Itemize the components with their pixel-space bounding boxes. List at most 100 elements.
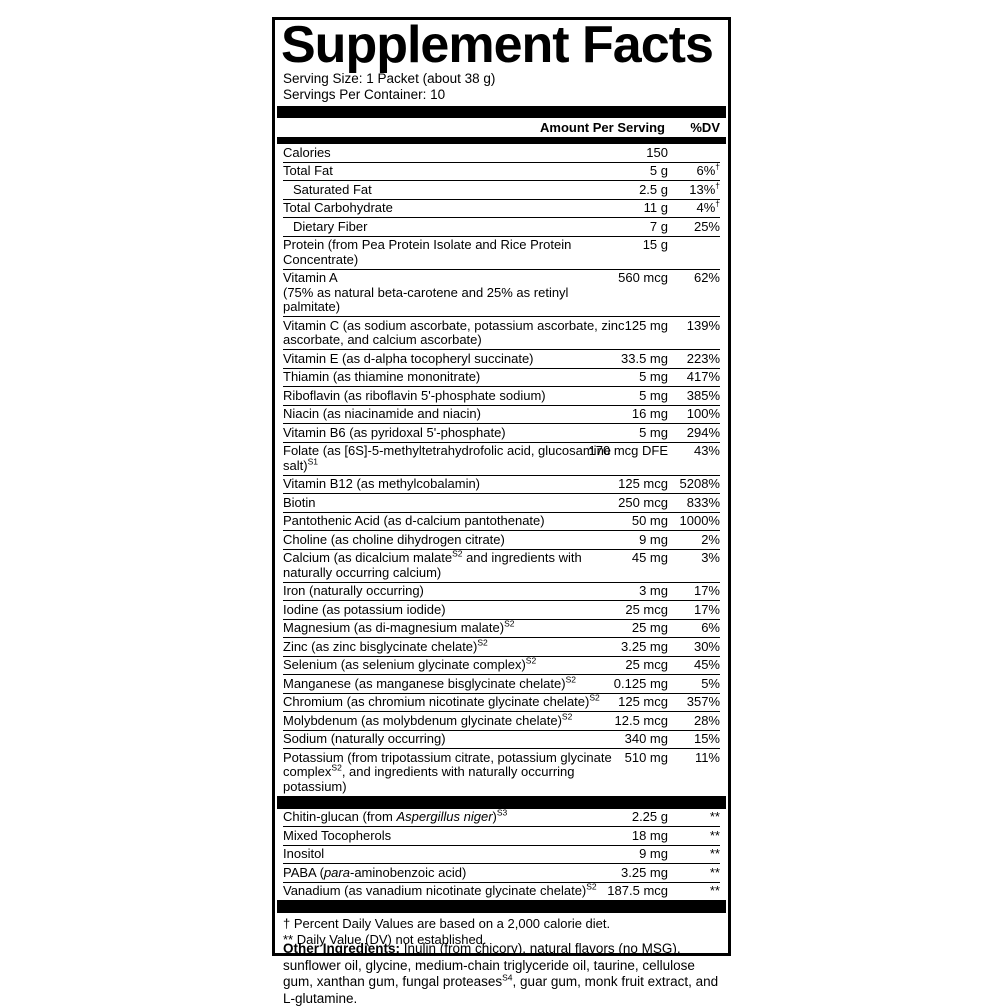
table-row: Vitamin C (as sodium ascorbate, potassiu…	[283, 316, 720, 349]
table-row: Niacin (as niacinamide and niacin) 16 mg 1…	[283, 404, 720, 424]
text-segment: Iron (naturally occurring)	[283, 583, 424, 598]
nutrient-dv: 4%†	[696, 198, 720, 215]
nutrient-dv: 417%	[686, 369, 720, 384]
nutrient-dv: 5%	[701, 675, 720, 691]
text-segment: Vanadium (as vanadium nicotinate glycina…	[283, 883, 587, 898]
superscript: S2	[477, 637, 488, 648]
servings-per-container: Servings Per Container: 10	[283, 87, 446, 102]
nutrient-amount: 340 mg	[624, 731, 668, 746]
nutrient-dv: 13%†	[689, 180, 720, 197]
nutrient-name: Zinc (as zinc bisglycinate chelate)S2	[283, 637, 628, 655]
text-segment: and ingredients with naturally occurring…	[283, 550, 582, 580]
footnotes: † Percent Daily Values are based on a 2,…	[283, 913, 720, 949]
text-segment: Magnesium (as di-magnesium malate)	[283, 620, 505, 635]
table-row: Vitamin B12 (as methylcobalamin) 125 mcg 5…	[283, 474, 720, 494]
nutrient-dv: 2%	[701, 531, 720, 547]
text-segment: )	[492, 809, 497, 824]
nutrient-dv: **	[709, 827, 720, 843]
nutrient-name: Total Fat	[283, 163, 628, 179]
nutrient-name: PABA (para-aminobenzoic acid)	[283, 864, 628, 881]
nutrient-name: Iron (naturally occurring)	[283, 583, 628, 599]
text-segment: Zinc (as zinc bisglycinate chelate)	[283, 638, 478, 654]
nutrient-dv: 17%	[693, 601, 720, 617]
text-segment: Vitamin A	[283, 270, 338, 285]
nutrient-name: Vitamin A (75% as natural beta-carotene a…	[283, 270, 628, 315]
nutrient-amount: 5 mg	[639, 369, 668, 384]
nutrient-name: Chitin-glucan (from Aspergillus niger)S3	[283, 807, 628, 825]
nutrient-dv: **	[709, 864, 720, 880]
nutrient-amount: 25 mg	[631, 620, 668, 635]
text-segment: -aminobenzoic acid)	[349, 864, 467, 880]
table-row: Vitamin B6 (as pyridoxal 5'-phosphate) 5 …	[283, 423, 720, 442]
footnote-dv-not-established: ** Daily Value (DV) not established.	[283, 932, 487, 947]
amount-column-header: Amount Per Serving	[540, 120, 665, 135]
superscript: S1	[307, 456, 318, 467]
table-row: Chromium (as chromium nicotinate glycina…	[283, 692, 720, 712]
nutrient-amount: 9 mg	[639, 531, 668, 547]
superscript: S2	[589, 692, 600, 703]
nutrient-name: Total Carbohydrate	[283, 200, 628, 216]
superscript: S3	[496, 807, 508, 818]
text-segment: Folate (as [6S]-5-methyltetrahydrofolic …	[283, 443, 612, 473]
text-segment: Vitamin B12 (as methylcobalamin)	[283, 476, 481, 491]
thick-divider	[277, 900, 726, 913]
text-segment: Selenium (as selenium glycinate complex)	[283, 657, 526, 672]
nutrient-amount: 150	[646, 144, 668, 160]
supplement-facts-panel: Supplement Facts Serving Size: 1 Packet …	[272, 17, 731, 956]
superscript: S2	[561, 711, 573, 722]
text-segment: Vitamin C (as sodium ascorbate, potassiu…	[283, 317, 625, 347]
nutrient-amount: 125 mcg	[618, 694, 668, 709]
nutrient-dv: 25%	[693, 218, 720, 234]
dv-column-header: %DV	[690, 120, 720, 135]
superscript: S4	[502, 972, 513, 983]
nutrient-amount: 187.5 mcg	[607, 883, 668, 898]
text-segment: Dietary Fiber	[293, 218, 368, 234]
nutrient-amount: 5 mg	[639, 424, 668, 440]
table-row: Iron (naturally occurring) 3 mg 17%	[283, 581, 720, 601]
nutrient-dv: 3%	[701, 550, 720, 565]
nutrient-dv: 223%	[686, 350, 720, 366]
text-segment: (75% as natural beta-carotene and 25% as…	[283, 284, 569, 314]
nutrient-name: Vitamin E (as d-alpha tocopheryl succina…	[283, 351, 628, 367]
superscript: S2	[504, 618, 515, 629]
nutrient-dv: 11%	[694, 749, 720, 765]
nutrient-amount: 0.125 mg	[613, 675, 668, 691]
dagger-superscript: †	[715, 198, 720, 209]
table-row: Biotin 250 mcg 833%	[283, 493, 720, 512]
nutrient-name: Molybdenum (as molybdenum glycinate chel…	[283, 711, 628, 729]
text-segment: Total Fat	[283, 163, 333, 178]
text-segment: Inositol	[283, 846, 325, 861]
nutrient-name: Niacin (as niacinamide and niacin)	[283, 406, 628, 422]
table-row: Iodine (as potassium iodide) 25 mcg 17%	[283, 600, 720, 619]
text-segment: Biotin	[283, 494, 316, 510]
nutrient-name: Potassium (from tripotassium citrate, po…	[283, 750, 628, 795]
nutrient-name: Calcium (as dicalcium malateS2 and ingre…	[283, 549, 628, 580]
table-row: Calcium (as dicalcium malateS2 and ingre…	[283, 548, 720, 582]
thick-divider	[277, 795, 726, 809]
nutrient-table-secondary: Chitin-glucan (from Aspergillus niger)S3…	[283, 807, 720, 901]
thin-divider	[277, 137, 726, 144]
nutrient-dv: 1000%	[679, 513, 720, 528]
nutrient-name: Inositol	[283, 846, 628, 862]
table-row: Saturated Fat 2.5 g 13%†	[283, 180, 720, 199]
other-ingredients: Other Ingredients: Inulin (from chicory)…	[283, 941, 720, 1007]
nutrient-amount: 510 mg	[624, 749, 668, 765]
superscript: S2	[586, 881, 597, 892]
nutrient-name: Biotin	[283, 494, 628, 511]
serving-size: Serving Size: 1 Packet (about 38 g)	[283, 71, 496, 86]
text-segment: Other Ingredients:	[283, 941, 401, 956]
nutrient-dv: 62%	[693, 270, 720, 285]
nutrient-amount: 5 mg	[639, 387, 668, 403]
table-row: Riboflavin (as riboflavin 5'-phosphate s…	[283, 386, 720, 405]
nutrient-name: Sodium (naturally occurring)	[283, 731, 628, 747]
text-segment: Riboflavin (as riboflavin 5'-phosphate s…	[283, 387, 546, 403]
nutrient-name: Calories	[283, 145, 628, 161]
nutrient-name: Riboflavin (as riboflavin 5'-phosphate s…	[283, 387, 628, 404]
nutrient-name: Manganese (as manganese bisglycinate che…	[283, 675, 628, 692]
nutrient-table: Calories 150 Total Fat 5 g 6%† Saturated Fat 2…	[283, 144, 720, 796]
text-segment: Iodine (as potassium iodide)	[283, 601, 446, 617]
text-segment: Molybdenum (as molybdenum glycinate chel…	[283, 712, 562, 728]
nutrient-amount: 11 g	[643, 200, 668, 215]
nutrient-name: Choline (as choline dihydrogen citrate)	[283, 532, 628, 548]
nutrient-dv: 5208%	[679, 476, 720, 491]
